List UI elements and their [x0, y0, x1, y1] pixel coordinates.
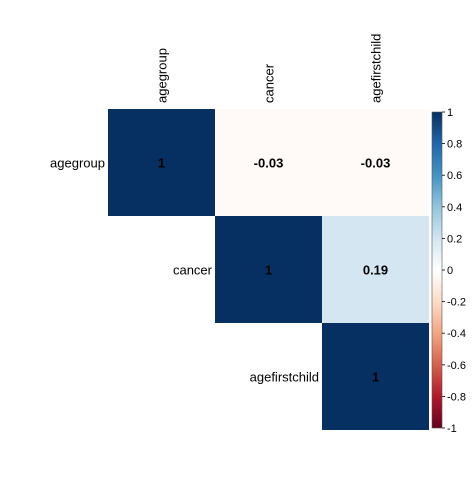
labels-layer: 1 -0.03 -0.03 1 0.19 1 agegroup agegroup cancer c… [50, 34, 390, 385]
legend-tick-label: 0.2 [447, 233, 462, 245]
cell-value-label: 1 [372, 370, 379, 385]
color-legend: 1 0.8 0.6 0.4 0.2 0 -0.2 -0.4 -0.6 -0.8 -1 [431, 107, 466, 435]
legend-tick-label: 0.8 [447, 139, 462, 151]
legend-tick-label: -0.2 [447, 297, 466, 309]
cell-value-label: 1 [158, 156, 165, 171]
legend-tick-label: -0.8 [447, 391, 466, 403]
column-label: agegroup [155, 48, 170, 103]
legend-tick-label: -0.4 [447, 328, 466, 340]
row-label: cancer [173, 263, 213, 278]
legend-tick-label: 0 [447, 265, 453, 277]
cell-value-label: -0.03 [361, 156, 391, 171]
cell-value-label: 1 [265, 263, 272, 278]
legend-tick-label: 1 [447, 107, 453, 119]
legend-color-bar [432, 112, 442, 428]
cell-value-label: 0.19 [363, 263, 388, 278]
heatmap-cell-5 [322, 323, 429, 430]
legend-tick-label: -1 [447, 423, 457, 435]
heatmap-cell-3 [215, 216, 322, 323]
column-label: cancer [262, 63, 277, 103]
row-label: agegroup [50, 156, 105, 171]
cells-layer [108, 109, 429, 430]
row-label: agefirstchild [250, 370, 319, 385]
cell-value-label: -0.03 [254, 156, 284, 171]
legend-tick-label: -0.6 [447, 360, 466, 372]
heatmap-cell-1 [215, 109, 322, 216]
legend-tick-label: 0.4 [447, 202, 462, 214]
column-label: agefirstchild [369, 34, 384, 103]
heatmap-cell-4 [322, 216, 429, 323]
heatmap-cell-0 [108, 109, 215, 216]
legend-tick-label: 0.6 [447, 170, 462, 182]
heatmap-cell-2 [322, 109, 429, 216]
